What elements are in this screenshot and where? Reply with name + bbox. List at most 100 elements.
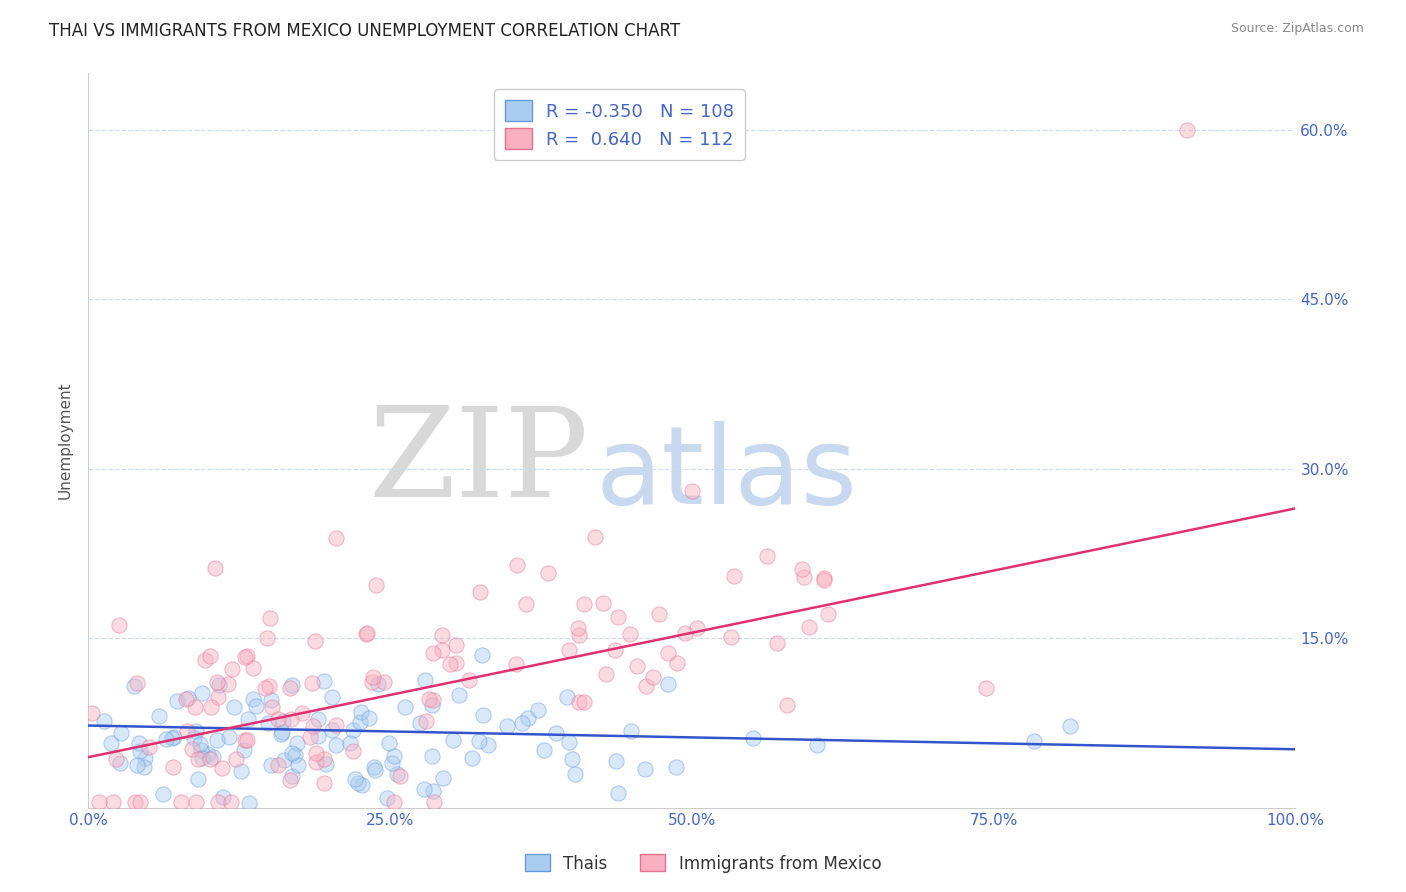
Point (259, 692, 281, 706)
Point (312, 673, 335, 688)
Point (224, 700, 246, 714)
Point (349, 714, 371, 729)
Point (356, 625, 378, 640)
Point (205, 733, 228, 747)
Point (361, 669, 384, 683)
Point (184, 796, 207, 810)
Point (388, 769, 411, 783)
Point (262, 700, 284, 714)
Point (101, 796, 124, 810)
Point (619, 626, 641, 640)
Text: THAI VS IMMIGRANTS FROM MEXICO UNEMPLOYMENT CORRELATION CHART: THAI VS IMMIGRANTS FROM MEXICO UNEMPLOYM… (49, 22, 681, 40)
Point (245, 699, 267, 714)
Point (354, 627, 377, 641)
Point (813, 571, 835, 585)
Point (657, 676, 679, 690)
Point (432, 771, 454, 785)
Point (756, 549, 779, 564)
Point (422, 646, 444, 660)
Point (813, 574, 835, 588)
Point (197, 747, 219, 761)
Point (561, 751, 583, 765)
Point (723, 569, 745, 583)
Point (567, 621, 589, 635)
Point (512, 716, 534, 731)
Point (477, 739, 499, 753)
Point (557, 690, 579, 704)
Point (793, 570, 815, 584)
Point (657, 646, 679, 660)
Point (312, 752, 335, 766)
Point (583, 530, 606, 544)
Point (458, 673, 481, 688)
Point (124, 679, 146, 693)
Point (87, 796, 110, 810)
Point (108, 756, 131, 770)
Point (347, 776, 370, 790)
Text: ZIP: ZIP (368, 402, 589, 523)
Point (647, 607, 669, 622)
Point (422, 748, 444, 763)
Point (430, 627, 453, 641)
Point (544, 726, 567, 740)
Point (325, 718, 347, 732)
Point (281, 746, 304, 760)
Point (160, 731, 183, 745)
Point (138, 739, 160, 754)
Point (665, 760, 688, 774)
Point (605, 755, 627, 769)
Point (470, 584, 492, 599)
Point (187, 772, 209, 787)
Point (444, 657, 467, 671)
Point (595, 666, 617, 681)
Text: atlas: atlas (595, 421, 858, 526)
Point (198, 752, 221, 766)
Point (606, 786, 628, 800)
Point (315, 757, 337, 772)
Point (666, 656, 689, 670)
Point (163, 730, 186, 744)
Point (236, 733, 259, 747)
Point (339, 736, 361, 750)
Point (82, 706, 104, 721)
Point (134, 751, 156, 765)
Point (1059, 719, 1081, 733)
Point (441, 732, 464, 747)
Point (364, 578, 387, 592)
Legend: Thais, Immigrants from Mexico: Thais, Immigrants from Mexico (517, 847, 889, 880)
Point (257, 679, 280, 693)
Point (422, 796, 444, 810)
Point (254, 681, 277, 695)
Point (125, 757, 148, 772)
Point (259, 758, 281, 772)
Point (557, 642, 579, 657)
Point (378, 736, 401, 750)
Point (641, 669, 664, 683)
Point (305, 755, 328, 769)
Point (148, 708, 170, 723)
Point (225, 752, 247, 766)
Point (527, 703, 550, 717)
Point (792, 562, 814, 576)
Point (467, 734, 489, 748)
Point (607, 609, 630, 624)
Point (422, 693, 444, 707)
Point (307, 729, 329, 743)
Point (266, 758, 288, 772)
Point (381, 756, 404, 770)
Point (280, 681, 302, 696)
Point (558, 735, 581, 749)
Point (446, 638, 468, 652)
Point (373, 674, 395, 689)
Point (1175, 122, 1198, 136)
Point (191, 751, 214, 765)
Point (207, 796, 229, 810)
Point (166, 694, 188, 708)
Point (592, 596, 614, 610)
Point (219, 796, 242, 810)
Point (155, 732, 177, 747)
Point (200, 699, 222, 714)
Point (412, 782, 434, 797)
Point (567, 628, 589, 642)
Point (221, 662, 243, 676)
